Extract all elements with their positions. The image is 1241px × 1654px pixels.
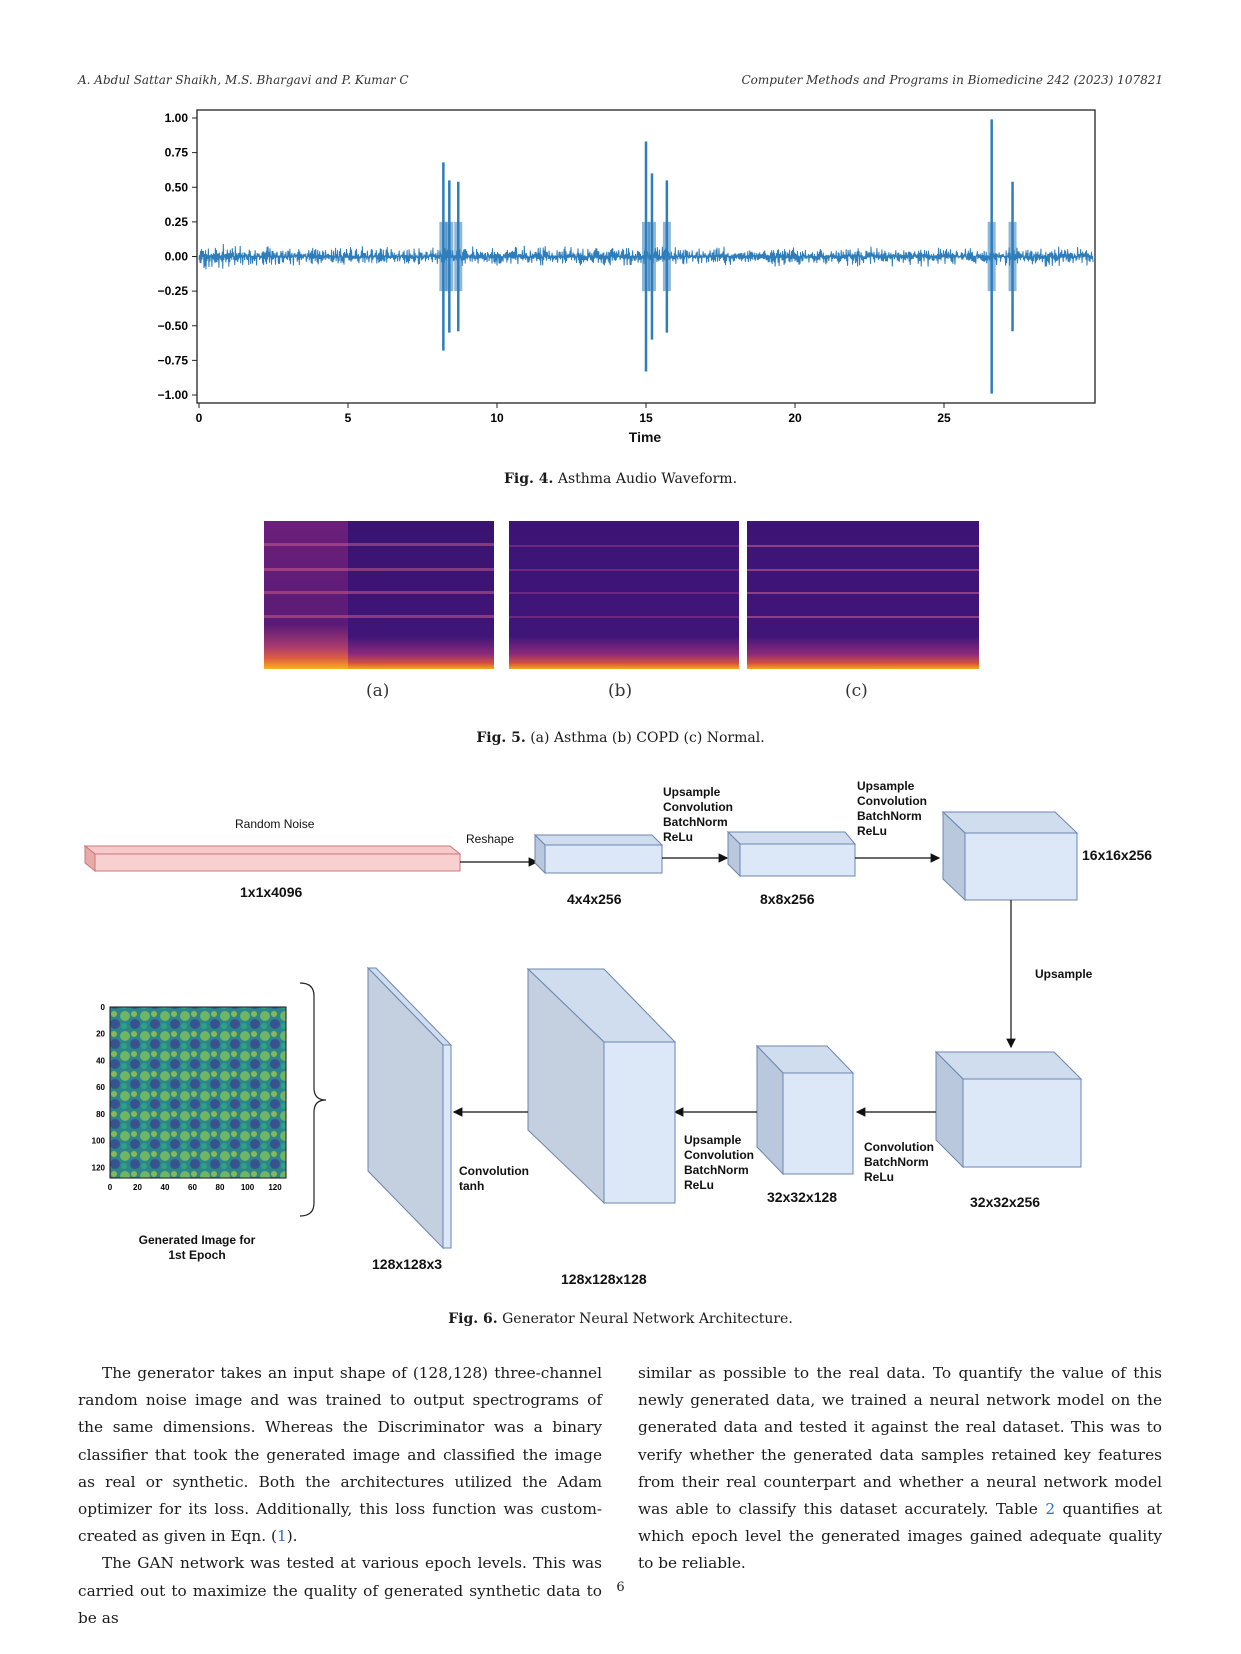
paragraph: The GAN network was tested at various ep… [78, 1554, 602, 1627]
gen-x-tick-label: 80 [216, 1183, 225, 1192]
x-tick-label: 10 [490, 411, 504, 425]
op4-label: Convolution BatchNorm ReLu [864, 1140, 934, 1184]
waveform-burst [987, 221, 996, 292]
random-noise-label: Random Noise [235, 817, 315, 831]
spectrogram-normal [747, 521, 979, 669]
block-16x16x256 [941, 810, 1079, 902]
gen-y-tick-label: 100 [92, 1137, 106, 1146]
generated-image-axes: 0 20 40 60 80 100 120 0 20 40 60 80 100 120 [92, 1003, 283, 1192]
fig5-panel-b-label: (b) [608, 681, 633, 701]
fig5-panel-c-label: (c) [845, 681, 868, 701]
fig4-caption-text: Asthma Audio Waveform. [557, 471, 738, 487]
x-tick-label: 25 [937, 411, 951, 425]
eqn-ref-link[interactable]: 1 [276, 1527, 287, 1546]
waveform-burst [647, 221, 656, 292]
fig5-caption-label: Fig. 5. [476, 730, 526, 746]
block-32x32x128 [755, 1044, 855, 1176]
block-128x128x3 [366, 966, 453, 1250]
fig5-spectrograms [264, 521, 979, 669]
y-tick-label: −0.50 [158, 319, 189, 333]
b2-dim-label: 8x8x256 [760, 891, 815, 907]
gen-y-tick-label: 80 [96, 1110, 105, 1119]
fig5-caption-text: (a) Asthma (b) COPD (c) Normal. [530, 730, 765, 746]
fig5-caption: Fig. 5. (a) Asthma (b) COPD (c) Normal. [0, 730, 1241, 746]
x-tick-label: 5 [345, 411, 352, 425]
fig6-caption-label: Fig. 6. [448, 1311, 498, 1327]
gen-x-tick-label: 60 [188, 1183, 197, 1192]
paragraph: The generator takes an input shape of (1… [78, 1364, 602, 1546]
waveform-burst [1008, 221, 1017, 292]
gen-y-tick-label: 20 [96, 1030, 105, 1039]
b4-dim-label: 32x32x256 [970, 1194, 1041, 1210]
waveform-burst [439, 221, 448, 292]
x-tick-label: 20 [788, 411, 802, 425]
table-ref-link[interactable]: 2 [1045, 1500, 1056, 1519]
y-tick-label: −0.75 [158, 353, 189, 367]
b1-dim-label: 4x4x256 [567, 891, 622, 907]
running-header-authors: A. Abdul Sattar Shaikh, M.S. Bhargavi an… [78, 73, 409, 87]
fig6-generator-diagram [83, 810, 1083, 1250]
x-tick-label: 15 [639, 411, 653, 425]
gen-y-tick-label: 40 [96, 1056, 105, 1065]
b5-dim-label: 32x32x128 [767, 1189, 838, 1205]
x-tick-label: 0 [196, 411, 203, 425]
random-noise-block [83, 844, 462, 873]
waveform-burst [454, 221, 463, 292]
op1-label: Upsample Convolution BatchNorm ReLu [663, 785, 733, 844]
fig4-caption-label: Fig. 4. [503, 471, 554, 487]
waveform-burst [642, 221, 650, 292]
fig4-caption: Fig. 4. Asthma Audio Waveform. [0, 471, 1241, 487]
waveform-burst [662, 221, 671, 292]
block-128x128x128 [526, 967, 677, 1205]
gen-x-tick-label: 0 [108, 1183, 113, 1192]
y-tick-label: −0.25 [158, 284, 189, 298]
b6-dim-label: 128x128x128 [561, 1271, 647, 1287]
fig4-waveform-chart: 1.00 0.75 0.50 0.25 0.00 −0.25 −0.50 −0.75 −1.00… [158, 109, 1096, 445]
spectrogram-copd [509, 521, 739, 669]
upsample-label: Upsample [1035, 967, 1093, 981]
b7-dim-label: 128x128x3 [372, 1256, 443, 1272]
gen-y-tick-label: 60 [96, 1083, 105, 1092]
running-header-journal: Computer Methods and Programs in Biomedi… [741, 73, 1163, 87]
body-left-column: The generator takes an input shape of (1… [78, 1360, 602, 1632]
op2-label: Upsample Convolution BatchNorm ReLu [857, 779, 927, 838]
reshape-label: Reshape [466, 832, 515, 846]
gen-x-tick-label: 120 [268, 1183, 282, 1192]
fig5-panel-a-label: (a) [366, 681, 390, 701]
generated-image-plot [109, 1006, 287, 1179]
fig6-caption-text: Generator Neural Network Architecture. [502, 1311, 793, 1327]
gen-x-tick-label: 40 [161, 1183, 170, 1192]
op6-label: Convolution tanh [459, 1164, 529, 1193]
gen-x-tick-label: 100 [241, 1183, 255, 1192]
op5-label: Upsample Convolution BatchNorm ReLu [684, 1133, 754, 1192]
brace [299, 982, 327, 1217]
y-tick-label: 0.50 [165, 180, 189, 194]
y-tick-label: 0.00 [165, 250, 189, 264]
page-number: 6 [616, 1580, 625, 1595]
body-right-column: similar as possible to the real data. To… [638, 1360, 1162, 1578]
y-tick-label: 0.75 [165, 146, 189, 160]
gen-y-tick-label: 0 [101, 1003, 106, 1012]
y-tick-label: 0.25 [165, 215, 189, 229]
y-tick-label: −1.00 [158, 388, 189, 402]
block-8x8x256 [726, 830, 857, 878]
y-tick-label: 1.00 [165, 111, 189, 125]
paragraph: similar as possible to the real data. To… [638, 1364, 1162, 1573]
generated-image-caption: Generated Image for 1st Epoch [138, 1233, 256, 1262]
fig6-caption: Fig. 6. Generator Neural Network Archite… [0, 1311, 1241, 1327]
noise-dim-label: 1x1x4096 [240, 884, 303, 900]
waveform-burst [445, 221, 454, 292]
gen-x-tick-label: 20 [133, 1183, 142, 1192]
block-4x4x256 [533, 833, 664, 875]
b3-dim-label: 16x16x256 [1082, 847, 1153, 863]
spectrogram-asthma [264, 521, 494, 669]
block-32x32x256 [934, 1050, 1083, 1169]
gen-y-tick-label: 120 [92, 1163, 106, 1172]
x-axis-label: Time [629, 429, 662, 445]
